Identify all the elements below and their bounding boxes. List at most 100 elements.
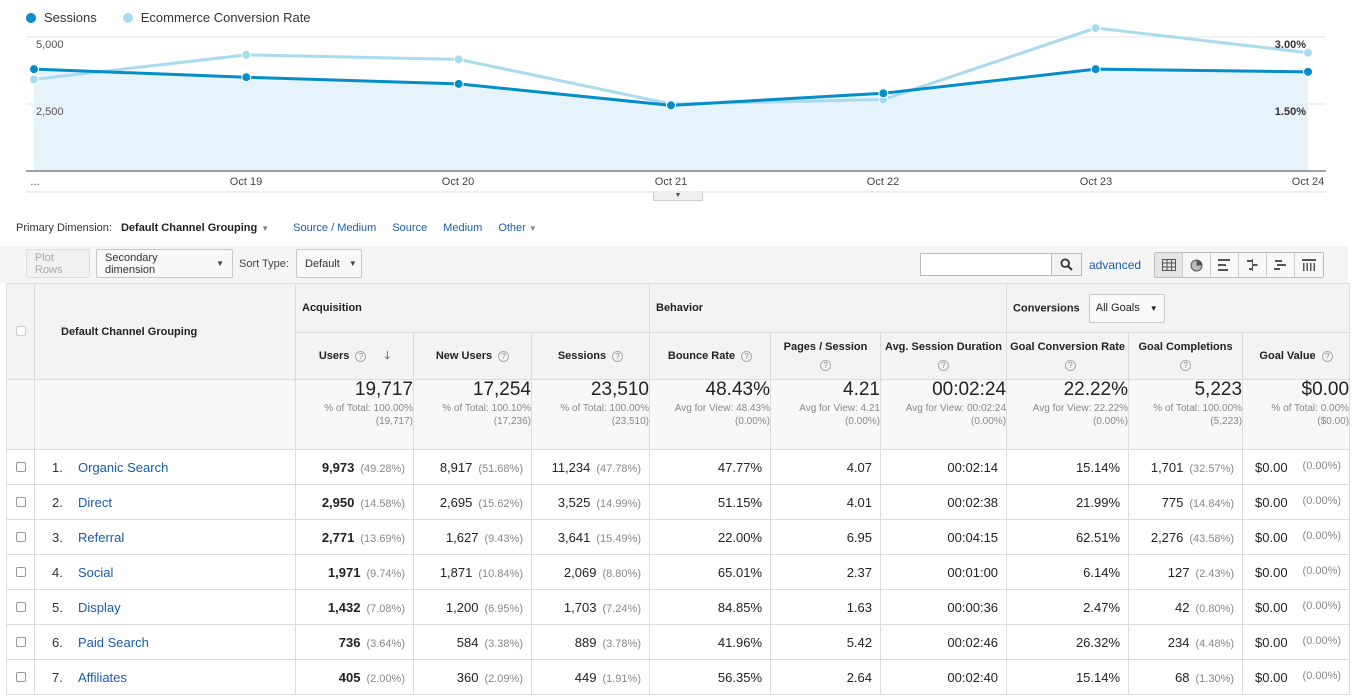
goal-value-cell: $0.00 (0.00%) [1242,554,1351,590]
dimension-link-source-medium[interactable]: Source / Medium [293,222,377,234]
col-header-avg-session-duration[interactable]: Avg. Session Duration? [879,332,1008,380]
completions-pct: (2.43%) [1195,567,1235,580]
total-value: 17,254 [472,379,531,400]
channel-cell: 5. Display [34,589,296,625]
col-header-pages-session[interactable]: Pages / Session? [770,332,881,380]
col-header-users[interactable]: Users? 🡓 [295,332,414,380]
total-cell: 17,254 % of Total: 100.10% (17,236) [413,379,532,450]
users-pct: (9.74%) [366,567,405,580]
help-icon[interactable]: ? [741,350,753,362]
plot-rows-button[interactable]: Plot Rows [26,249,90,278]
new-users-value: 584 [456,634,479,650]
dimension-header[interactable]: Default Channel Grouping [34,283,296,380]
col-header-new-users[interactable]: New Users? [413,332,532,380]
help-icon[interactable]: ? [938,359,950,371]
completions-pct: (0.80%) [1195,602,1235,615]
chart-legend: Sessions Ecommerce Conversion Rate [26,10,311,25]
view-data-button[interactable] [1155,253,1183,277]
help-icon[interactable]: ? [498,350,510,362]
x-tick-oct-23: Oct 23 [1079,176,1113,188]
col-header-sessions[interactable]: Sessions? [531,332,650,380]
users-pct: (2.00%) [366,672,405,685]
channel-link[interactable]: Affiliates [78,669,127,685]
help-icon[interactable]: ? [1321,350,1333,362]
channel-link[interactable]: Display [78,599,121,615]
sessions-value: 3,641 [557,529,591,545]
sort-type-select[interactable]: Default ▼ [296,249,362,278]
search-button[interactable] [1051,254,1081,275]
row-checkbox[interactable] [15,671,26,682]
completions-cell: 42 (0.80%) [1128,589,1244,625]
select-all-checkbox[interactable] [15,326,26,336]
col-header-goal-completions[interactable]: Goal Completions? [1128,332,1244,380]
row-checkbox[interactable] [15,461,26,472]
table-search-input[interactable] [920,253,1082,276]
total-cell: 4.21 Avg for View: 4.21 (0.00%) [770,379,881,450]
sessions-pct: (3.78%) [602,637,641,650]
row-number: 3. [52,529,63,545]
totals-blank [6,379,35,450]
view-term-cloud-button[interactable] [1267,253,1295,277]
goal-select[interactable]: All Goals ▼ [1088,293,1165,323]
secondary-dimension-label: Secondary dimension [105,251,158,276]
col-label-sessions: Sessions [557,350,607,362]
row-checkbox[interactable] [15,601,26,612]
help-icon[interactable]: ? [612,350,624,362]
help-icon[interactable]: ? [820,359,831,371]
goal-value-pct: (0.00%) [1302,494,1342,507]
completions-cell: 234 (4.48%) [1128,624,1244,660]
dimension-link-source[interactable]: Source [392,222,428,234]
view-comparison-button[interactable] [1239,253,1267,277]
row-checkbox[interactable] [15,636,26,647]
legend-item-sessions[interactable]: Sessions [26,10,97,25]
channel-link[interactable]: Social [78,564,114,580]
goal-value-pct: (0.00%) [1302,599,1342,612]
channel-link[interactable]: Direct [78,494,112,510]
total-sub: Avg for View: 22.22% (0.00%) [1032,403,1129,427]
duration-cell: 00:02:14 [879,449,1008,485]
new-users-value: 8,917 [439,459,473,475]
view-performance-button[interactable] [1211,253,1239,277]
total-cell: 5,223 % of Total: 100.00% (5,223) [1128,379,1244,450]
row-checkbox[interactable] [15,531,26,542]
row-number: 5. [52,599,63,615]
caret-down-icon[interactable]: ▼ [528,223,537,233]
help-icon[interactable]: ? [1065,359,1077,371]
conversion-rate-cell: 6.14% [1006,554,1130,590]
channel-link[interactable]: Paid Search [78,634,149,650]
channel-link[interactable]: Referral [78,529,125,545]
col-header-goal-value[interactable]: Goal Value? [1242,332,1351,380]
users-cell: 736 (3.64%) [295,624,414,660]
row-checkbox-cell [6,449,35,485]
col-header-bounce-rate[interactable]: Bounce Rate? [649,332,771,380]
row-checkbox[interactable] [15,496,26,507]
bounce-rate-cell: 47.77% [649,449,771,485]
chart-collapse-handle[interactable]: ▼ [653,191,703,201]
advanced-filter-link[interactable]: advanced [1089,258,1142,272]
bounce-rate-cell: 22.00% [649,519,771,555]
primary-dimension-current[interactable]: Default Channel Grouping [120,222,258,234]
caret-down-icon[interactable]: ▼ [261,223,270,233]
view-pivot-button[interactable] [1295,253,1323,277]
total-value: 48.43% [705,379,770,400]
legend-item-conversion-rate[interactable]: Ecommerce Conversion Rate [122,10,311,25]
help-icon[interactable]: ? [355,350,367,362]
help-icon[interactable]: ? [1180,359,1192,371]
sessions-point-6 [1303,66,1313,77]
new-users-pct: (6.95%) [484,602,523,615]
chevron-down-icon: ▼ [674,192,682,199]
dimension-link-medium[interactable]: Medium [443,222,483,234]
row-number: 7. [52,669,63,685]
bounce-rate-cell: 65.01% [649,554,771,590]
channel-cell: 3. Referral [34,519,296,555]
goal-value: $0.00 [1255,494,1288,510]
legend-label-sessions: Sessions [44,10,97,25]
channel-link[interactable]: Organic Search [78,459,169,475]
sessions-point-3 [666,100,676,111]
row-checkbox[interactable] [15,566,26,577]
view-percentage-button[interactable] [1183,253,1211,277]
sort-type-label: Sort Type: [239,258,289,270]
col-header-goal-conversion-rate[interactable]: Goal Conversion Rate? [1006,332,1130,380]
secondary-dimension-select[interactable]: Secondary dimension ▼ [96,249,233,278]
dimension-link-other[interactable]: Other [498,222,526,234]
